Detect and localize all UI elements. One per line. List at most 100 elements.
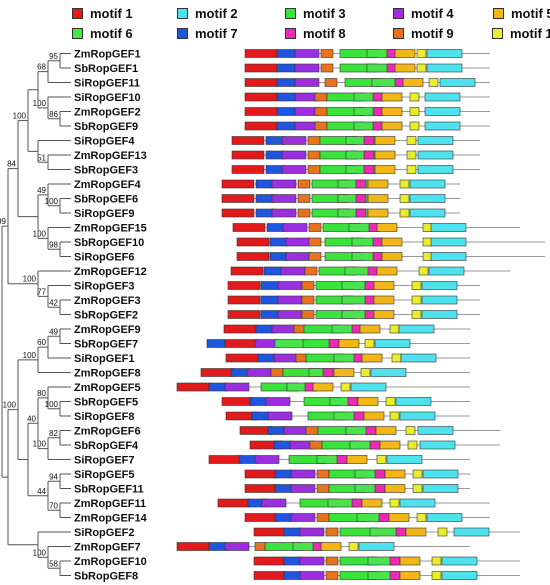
legend-swatch bbox=[393, 7, 404, 19]
motif-10-box bbox=[411, 310, 422, 319]
motif-10-box bbox=[360, 368, 371, 377]
gene-structure bbox=[244, 121, 490, 131]
motif-5-box bbox=[374, 165, 396, 174]
motif-4-box bbox=[294, 63, 320, 73]
gene-structure bbox=[239, 426, 500, 435]
legend-item: motif 7 bbox=[177, 25, 238, 41]
gene-structure bbox=[227, 310, 480, 319]
legend-label: motif 3 bbox=[303, 5, 346, 21]
motif-2-box bbox=[350, 382, 387, 392]
motif-4-box bbox=[281, 136, 307, 145]
gene-structure bbox=[244, 469, 470, 479]
motif-2-box bbox=[417, 165, 454, 174]
gene-structure bbox=[253, 571, 520, 580]
legend-swatch bbox=[72, 27, 83, 39]
motif-8-box bbox=[389, 556, 401, 566]
motif-4-box bbox=[273, 353, 299, 363]
motif-10-box bbox=[431, 556, 442, 566]
motif-2-box bbox=[426, 49, 463, 58]
motif-7-box bbox=[260, 310, 280, 319]
gene-structure bbox=[231, 150, 480, 160]
motif-10-box bbox=[399, 194, 410, 203]
legend-label: motif 9 bbox=[411, 25, 454, 41]
motif-4-box bbox=[290, 469, 316, 479]
motif-5-box bbox=[333, 368, 355, 377]
bootstrap-value: 49 bbox=[37, 186, 46, 195]
phylogenetic-tree: 9568861005110010049981008442771009949601… bbox=[0, 52, 71, 576]
legend-label: motif 1 bbox=[90, 5, 133, 21]
motif-10-box bbox=[431, 571, 442, 580]
motif-2-box bbox=[409, 194, 446, 203]
bootstrap-value: 44 bbox=[37, 487, 46, 496]
motif-10-box bbox=[411, 281, 422, 290]
motif-1-box bbox=[217, 498, 251, 508]
gene-name: SbRopGEF7 bbox=[74, 339, 138, 351]
motif-8-box bbox=[365, 426, 377, 435]
motif-2-box bbox=[399, 411, 436, 421]
gene-name: SbRopGEF8 bbox=[74, 571, 138, 583]
motif-5-box bbox=[381, 121, 403, 131]
motif-7-box bbox=[265, 150, 285, 160]
motif-4-box bbox=[267, 411, 293, 421]
motif-10-box bbox=[340, 382, 351, 392]
legend-item: motif 8 bbox=[285, 25, 346, 41]
gene-structure bbox=[244, 63, 490, 73]
motif-9-box bbox=[307, 150, 321, 160]
motif-4-box bbox=[271, 324, 297, 334]
motif-4-box bbox=[290, 484, 316, 493]
gene-structure bbox=[225, 353, 470, 363]
motif-8-box bbox=[395, 527, 407, 537]
motif-4-box bbox=[254, 455, 280, 464]
motif-7-box bbox=[283, 571, 303, 580]
gene-name: ZmRopGEF2 bbox=[74, 107, 141, 119]
legend-swatch bbox=[285, 27, 296, 39]
motif-9-box bbox=[320, 63, 334, 73]
motif-5-box bbox=[375, 426, 397, 435]
motif-10-box bbox=[399, 179, 410, 189]
motif-8-box bbox=[322, 368, 334, 377]
gene-structure bbox=[244, 484, 470, 493]
motif-10-box bbox=[418, 266, 429, 276]
motif-4-box bbox=[283, 426, 309, 435]
motif-7-box bbox=[274, 469, 294, 479]
legend-label: motif 2 bbox=[195, 5, 238, 21]
motif-1-box bbox=[231, 136, 265, 145]
motif-9-box bbox=[320, 49, 334, 58]
motif-7-box bbox=[283, 556, 303, 566]
legend-swatch bbox=[177, 7, 188, 19]
bootstrap-value: 58 bbox=[49, 559, 58, 568]
bootstrap-value: 84 bbox=[7, 160, 16, 169]
motif-9-box bbox=[314, 107, 328, 116]
motif-10-box bbox=[412, 469, 423, 479]
motif-5-box bbox=[367, 179, 389, 189]
motif-7-box bbox=[255, 208, 275, 218]
motif-10-box bbox=[437, 527, 448, 537]
legend-item: motif 5 bbox=[493, 5, 550, 21]
motif-2-box bbox=[424, 107, 461, 116]
motif-8-box bbox=[374, 484, 386, 493]
gene-name: SiRopGEF10 bbox=[74, 92, 141, 104]
motif-10-box bbox=[416, 63, 427, 73]
motif-1-box bbox=[231, 165, 265, 174]
gene-name: SbRopGEF4 bbox=[74, 440, 139, 452]
legend-swatch bbox=[493, 7, 504, 19]
motif-7-box bbox=[249, 397, 269, 406]
motif-10-box bbox=[409, 107, 420, 116]
legend-item: motif 9 bbox=[393, 25, 454, 41]
motif-1-box bbox=[208, 455, 242, 464]
gene-name: ZmRopGEF1 bbox=[74, 49, 141, 61]
gene-name: SiRopGEF5 bbox=[74, 469, 135, 481]
motif-9-box bbox=[325, 556, 339, 566]
motif-10-box bbox=[406, 165, 417, 174]
motif-1-box bbox=[244, 63, 278, 73]
motif-5-box bbox=[394, 63, 416, 73]
gene-name-list: ZmRopGEF1 SbRopGEF1 SiRopGEF11 SiRopGEF10 Zm… bbox=[74, 49, 148, 583]
legend-swatch bbox=[72, 7, 83, 19]
motif-2-box bbox=[421, 310, 458, 319]
gene-name: SbRopGEF9 bbox=[74, 121, 138, 133]
motif-2-box bbox=[439, 78, 476, 87]
motif-1-box bbox=[227, 281, 261, 290]
motif-9-box bbox=[301, 281, 315, 290]
motif-1-box bbox=[244, 513, 278, 522]
gene-name: ZmRopGEF5 bbox=[74, 382, 141, 394]
